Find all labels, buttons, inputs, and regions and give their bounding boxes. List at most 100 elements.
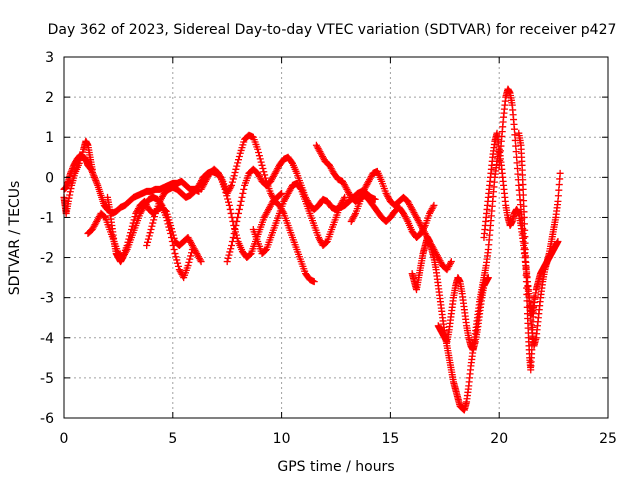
data-point	[232, 165, 240, 173]
data-point	[167, 234, 175, 241]
data-point	[429, 203, 437, 211]
data-point	[446, 259, 454, 267]
y-tick-label: -1	[40, 210, 54, 226]
data-point	[235, 156, 243, 164]
data-point	[174, 262, 182, 270]
data-point	[371, 195, 379, 203]
data-point	[149, 219, 157, 227]
data-point	[184, 262, 192, 270]
y-tick-label: 1	[45, 130, 54, 146]
y-axis-label: SDTVAR / TECUs	[7, 181, 23, 296]
data-point	[278, 189, 286, 197]
data-point	[530, 294, 538, 302]
data-point	[522, 271, 530, 279]
data-point	[89, 170, 97, 178]
data-point	[226, 248, 234, 256]
data-point	[520, 220, 528, 228]
data-point	[197, 258, 205, 266]
data-point	[430, 201, 438, 209]
data-point	[173, 256, 181, 264]
data-point	[340, 195, 348, 203]
data-point	[131, 213, 139, 221]
data-point	[235, 205, 243, 213]
data-point	[172, 253, 180, 261]
series-arc2	[60, 137, 96, 217]
data-point	[235, 152, 243, 160]
data-point	[225, 198, 233, 206]
data-point	[223, 258, 231, 266]
data-point	[165, 223, 173, 231]
y-tick-label: -3	[40, 291, 54, 307]
data-point	[188, 249, 196, 257]
data-point	[218, 176, 226, 184]
data-point	[236, 201, 244, 209]
chart-title: Day 362 of 2023, Sidereal Day-to-day VTE…	[48, 22, 617, 38]
data-point	[171, 250, 179, 258]
data-point	[233, 162, 241, 170]
series-arc6	[197, 131, 318, 286]
data-point	[522, 252, 530, 260]
data-point	[228, 178, 236, 186]
series-arc4	[104, 193, 196, 282]
x-tick-label: 10	[273, 431, 291, 447]
data-point	[66, 188, 74, 196]
data-point	[162, 213, 170, 221]
data-point	[522, 265, 530, 273]
data-point	[258, 161, 266, 169]
y-tick-label: -2	[40, 251, 54, 267]
data-point	[187, 252, 195, 260]
data-point	[143, 242, 151, 250]
data-point	[523, 284, 531, 292]
x-tick-label: 20	[490, 431, 508, 447]
x-tick-label: 0	[60, 431, 69, 447]
y-tick-label: 2	[45, 90, 54, 106]
data-point	[229, 234, 237, 241]
data-point	[234, 213, 242, 221]
data-point	[188, 246, 196, 254]
data-point	[174, 259, 182, 267]
data-point	[523, 297, 531, 305]
data-point	[230, 229, 238, 237]
data-point	[523, 303, 531, 311]
data-point	[260, 168, 268, 176]
data-point	[148, 222, 156, 230]
data-point	[256, 155, 264, 163]
data-point	[520, 213, 528, 221]
data-point	[227, 245, 235, 253]
data-point	[257, 158, 265, 166]
data-point	[522, 278, 530, 286]
data-point	[261, 171, 269, 179]
data-point	[224, 254, 232, 262]
x-axis-label: GPS time / hours	[277, 459, 394, 475]
data-point	[239, 189, 247, 197]
data-point	[185, 258, 193, 266]
axis-ticks: 0 5 10 15 20 25 -6 -5 -4 -3 -2 -1 0 1 2 3	[40, 50, 617, 447]
data-point	[230, 172, 238, 180]
data-point	[226, 205, 234, 213]
data-point	[351, 211, 359, 219]
data-point	[259, 165, 267, 173]
series-arc15	[515, 129, 538, 374]
data-point	[186, 255, 194, 263]
data-point	[92, 178, 100, 186]
y-tick-label: -6	[40, 411, 54, 427]
data-point	[147, 225, 155, 233]
data-point	[231, 169, 239, 177]
data-point	[66, 191, 74, 199]
data-point	[554, 238, 562, 246]
data-point	[255, 148, 263, 156]
data-point	[169, 242, 177, 250]
data-point	[240, 185, 248, 193]
data-point	[92, 177, 100, 185]
plot-frame	[63, 56, 609, 419]
data-point	[233, 217, 241, 225]
data-point	[164, 220, 172, 228]
data-point	[166, 226, 174, 234]
data-point	[144, 238, 152, 246]
data-point	[234, 159, 242, 167]
data-point	[90, 172, 98, 180]
data-point	[228, 242, 236, 250]
data-point	[151, 213, 159, 221]
data-point	[227, 209, 235, 217]
